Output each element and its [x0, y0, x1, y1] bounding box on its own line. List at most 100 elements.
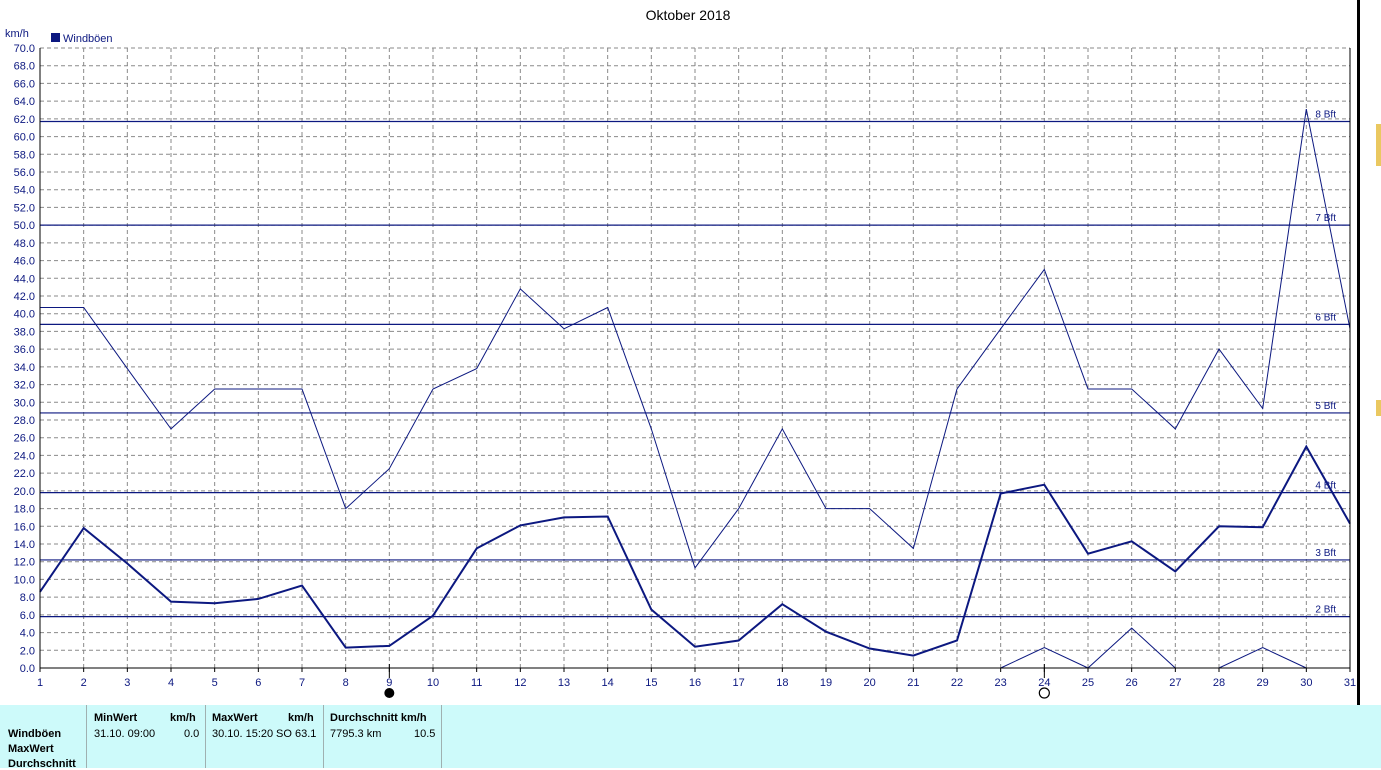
- stats-row-label: Durchschnitt: [8, 758, 76, 770]
- x-tick-label: 8: [343, 677, 349, 689]
- y-tick-label: 54.0: [14, 185, 35, 197]
- beaufort-label: 3 Bft: [1315, 548, 1336, 559]
- x-tick-label: 9: [386, 677, 392, 689]
- avg-distance: 7795.3 km: [330, 728, 382, 740]
- beaufort-label: 6 Bft: [1315, 312, 1336, 323]
- beaufort-label: 8 Bft: [1315, 110, 1336, 121]
- legend: Windböen: [51, 33, 113, 45]
- stats-row-label: Windböen: [8, 728, 62, 740]
- max-direction: SO: [276, 728, 292, 740]
- y-tick-label: 62.0: [14, 114, 35, 126]
- y-tick-label: 40.0: [14, 309, 35, 321]
- avg-header: Durchschnitt km/h: [330, 712, 427, 724]
- x-tick-label: 27: [1169, 677, 1181, 689]
- beaufort-label: 5 Bft: [1315, 401, 1336, 412]
- y-tick-label: 36.0: [14, 344, 35, 356]
- y-tick-label: 20.0: [14, 486, 35, 498]
- x-tick-label: 19: [820, 677, 832, 689]
- x-tick-label: 28: [1213, 677, 1225, 689]
- y-tick-label: 0.0: [20, 663, 35, 675]
- y-tick-label: 64.0: [14, 96, 35, 108]
- x-tick-label: 6: [255, 677, 261, 689]
- side-mark: [1376, 400, 1381, 416]
- y-tick-label: 68.0: [14, 61, 35, 73]
- x-tick-label: 25: [1082, 677, 1094, 689]
- y-tick-label: 58.0: [14, 149, 35, 161]
- axes: 0.0 2.0 4.0 6.0 8.0 10.0 12.0 14.0 16.0 18.0 20.0 2…: [14, 43, 1356, 699]
- series-line-daily-minimum: [1000, 627, 1307, 669]
- column-separator: [323, 705, 324, 768]
- y-tick-label: 14.0: [14, 539, 35, 551]
- y-tick-label: 6.0: [20, 610, 35, 622]
- x-tick-label: 16: [689, 677, 701, 689]
- min-value: 0.0: [184, 728, 200, 740]
- y-tick-label: 18.0: [14, 504, 35, 516]
- y-tick-label: 32.0: [14, 380, 35, 392]
- y-tick-label: 4.0: [20, 628, 35, 640]
- min-datetime: 31.10. 09:00: [94, 728, 156, 740]
- y-tick-label: 30.0: [14, 397, 35, 409]
- y-tick-label: 42.0: [14, 291, 35, 303]
- x-tick-label: 31: [1344, 677, 1356, 689]
- y-tick-label: 28.0: [14, 415, 35, 427]
- x-tick-label: 26: [1126, 677, 1138, 689]
- y-tick-label: 48.0: [14, 238, 35, 250]
- x-tick-label: 1: [37, 677, 43, 689]
- max-value: 63.1: [295, 728, 317, 740]
- x-tick-label: 17: [733, 677, 745, 689]
- x-tick-label: 20: [864, 677, 876, 689]
- avg-value: 10.5: [414, 728, 436, 740]
- beaufort-label: 2 Bft: [1315, 605, 1336, 616]
- side-mark: [1376, 124, 1381, 166]
- column-separator: [441, 705, 442, 768]
- y-tick-label: 2.0: [20, 645, 35, 657]
- stats-row-label: MaxWert: [8, 743, 54, 755]
- y-tick-label: 60.0: [14, 132, 35, 144]
- y-tick-label: 44.0: [14, 273, 35, 285]
- x-tick-label: 11: [471, 677, 482, 689]
- min-unit: km/h: [170, 712, 196, 724]
- new-moon-icon: [384, 688, 395, 698]
- x-tick-label: 13: [558, 677, 570, 689]
- series-line-daily-average: [39, 444, 1351, 657]
- y-tick-label: 8.0: [20, 592, 35, 604]
- x-tick-label: 14: [602, 677, 614, 689]
- series-line-daily-maximum: [40, 109, 1351, 569]
- legend-swatch: [51, 33, 60, 42]
- x-tick-label: 21: [907, 677, 919, 689]
- x-tick-label: 15: [645, 677, 657, 689]
- y-tick-label: 50.0: [14, 220, 35, 232]
- stats-panel: Windböen MaxWert Durchschnitt MinWert km…: [0, 705, 1381, 770]
- x-tick-label: 29: [1257, 677, 1269, 689]
- y-tick-label: 56.0: [14, 167, 35, 179]
- x-tick-label: 12: [514, 677, 526, 689]
- max-datetime: 30.10. 15:20: [212, 728, 274, 740]
- x-tick-label: 2: [81, 677, 87, 689]
- y-axis-unit: km/h: [5, 28, 29, 40]
- x-tick-label: 30: [1300, 677, 1312, 689]
- max-unit: km/h: [288, 712, 314, 724]
- x-tick-label: 10: [427, 677, 439, 689]
- x-tick-label: 22: [951, 677, 963, 689]
- legend-label: Windböen: [63, 33, 113, 45]
- x-tick-label: 5: [212, 677, 218, 689]
- min-header: MinWert: [94, 712, 138, 724]
- full-moon-icon: [1038, 687, 1050, 699]
- y-tick-label: 70.0: [14, 43, 35, 55]
- column-separator: [205, 705, 206, 768]
- y-tick-label: 52.0: [14, 202, 35, 214]
- y-tick-label: 10.0: [14, 574, 35, 586]
- beaufort-label: 7 Bft: [1315, 213, 1336, 224]
- y-tick-label: 66.0: [14, 78, 35, 90]
- side-strip: [1357, 0, 1381, 768]
- series-layer: [39, 109, 1351, 669]
- y-tick-label: 24.0: [14, 450, 35, 462]
- x-tick-label: 23: [995, 677, 1007, 689]
- x-tick-label: 18: [776, 677, 788, 689]
- beaufort-label: 4 Bft: [1315, 481, 1336, 492]
- x-tick-label: 3: [124, 677, 130, 689]
- grid: [40, 47, 1351, 668]
- x-tick-label: 4: [168, 677, 174, 689]
- x-tick-label: 7: [299, 677, 305, 689]
- y-tick-label: 38.0: [14, 326, 35, 338]
